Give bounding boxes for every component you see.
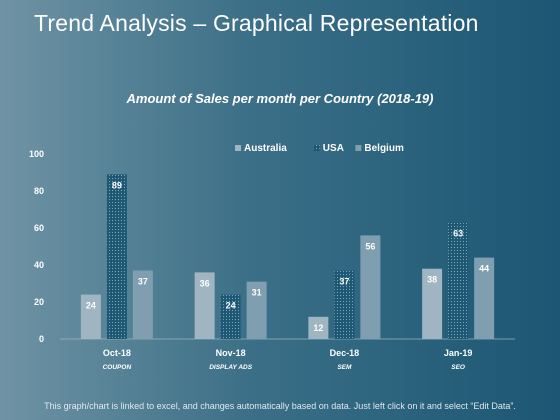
x-axis: Oct-18 COUPON Nov-18 DISPLAY ADS Dec-18 SEM Ja… (103, 348, 473, 371)
footer-note: This graph/chart is linked to excel, and… (44, 401, 516, 411)
bar-value-label: 31 (252, 288, 262, 298)
x-subcategory-label: DISPLAY ADS (209, 364, 253, 371)
x-tick-label: Nov-18 (216, 348, 246, 358)
x-subcategory-label: SEM (337, 364, 352, 371)
y-axis: 0 20 40 60 80 100 (29, 149, 44, 344)
bar-usa (220, 294, 241, 339)
y-tick-label: 0 (39, 334, 44, 344)
y-tick-label: 40 (34, 260, 44, 270)
bar-value-label: 24 (226, 301, 236, 311)
bar-usa (448, 222, 469, 339)
bar-value-label: 44 (479, 264, 489, 274)
y-tick-label: 60 (34, 223, 44, 233)
bar-australia (422, 268, 443, 339)
legend-label: Belgium (364, 143, 404, 154)
y-tick-label: 80 (34, 186, 44, 196)
x-tick-label: Oct-18 (103, 348, 131, 358)
bar-value-label: 12 (313, 323, 323, 333)
bar-value-label: 56 (365, 241, 375, 251)
legend-label: USA (323, 143, 344, 154)
bar-value-label: 37 (339, 277, 349, 287)
bar-belgium (474, 257, 495, 339)
bar-usa (334, 270, 355, 339)
bar-value-label: 24 (86, 301, 96, 311)
legend-swatch-belgium (355, 145, 362, 151)
x-subcategory-label: COUPON (103, 364, 132, 371)
bar-value-label: 63 (453, 228, 463, 238)
bars-group: 24 89 37 36 24 31 12 37 56 38 63 44 (80, 174, 495, 339)
x-subcategory-label: SEO (451, 364, 465, 371)
bar-value-label: 37 (138, 277, 148, 287)
x-tick-label: Dec-18 (330, 348, 360, 358)
bar-australia (194, 272, 215, 339)
bar-value-label: 36 (200, 278, 210, 288)
bar-belgium (132, 270, 153, 339)
slide-title: Trend Analysis – Graphical Representatio… (34, 10, 479, 36)
bar-australia (308, 316, 329, 339)
chart-title: Amount of Sales per month per Country (2… (126, 91, 434, 106)
bar-chart[interactable]: Australia USA Belgium 0 20 40 60 80 100 24 89 37 3… (0, 0, 560, 400)
x-tick-label: Jan-19 (444, 348, 473, 358)
bar-value-label: 38 (427, 275, 437, 285)
y-tick-label: 100 (29, 149, 44, 159)
bar-value-label: 89 (112, 180, 122, 190)
legend-swatch-usa (313, 145, 320, 151)
chart-legend: Australia USA Belgium (235, 143, 404, 154)
bar-usa (106, 174, 127, 339)
legend-label: Australia (244, 143, 287, 154)
y-tick-label: 20 (34, 297, 44, 307)
bar-australia (80, 294, 101, 339)
bar-belgium (360, 235, 381, 339)
bar-belgium (246, 281, 267, 339)
legend-swatch-australia (235, 145, 241, 151)
